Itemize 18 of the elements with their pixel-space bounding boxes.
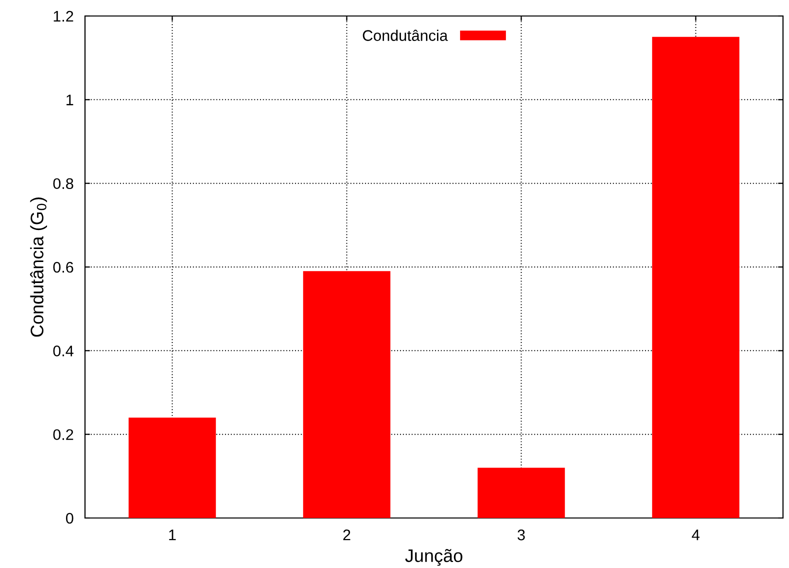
x-tick-label: 4: [692, 530, 700, 540]
legend-label: Condutância: [362, 30, 448, 41]
y-tick-label: 0.2: [53, 429, 74, 440]
y-tick-label: 0: [66, 512, 74, 524]
y-tick-label: 1.2: [54, 10, 74, 22]
bar: [303, 271, 390, 518]
bar: [652, 36, 740, 518]
y-axis-title: Condutância (G$_{0}$): [30, 198, 48, 337]
x-axis-title: Junção: [405, 548, 462, 566]
y-tick-label: 0.4: [53, 346, 74, 356]
x-tick-label: 3: [518, 530, 525, 540]
y-tick-label: 0.8: [53, 178, 74, 190]
x-tick-label: 1: [169, 530, 176, 540]
x-tick-label: 2: [343, 530, 350, 540]
y-tick-label: 1: [66, 94, 74, 106]
bar: [128, 418, 216, 518]
bar: [478, 468, 565, 518]
y-tick-label: 0.6: [53, 262, 74, 273]
